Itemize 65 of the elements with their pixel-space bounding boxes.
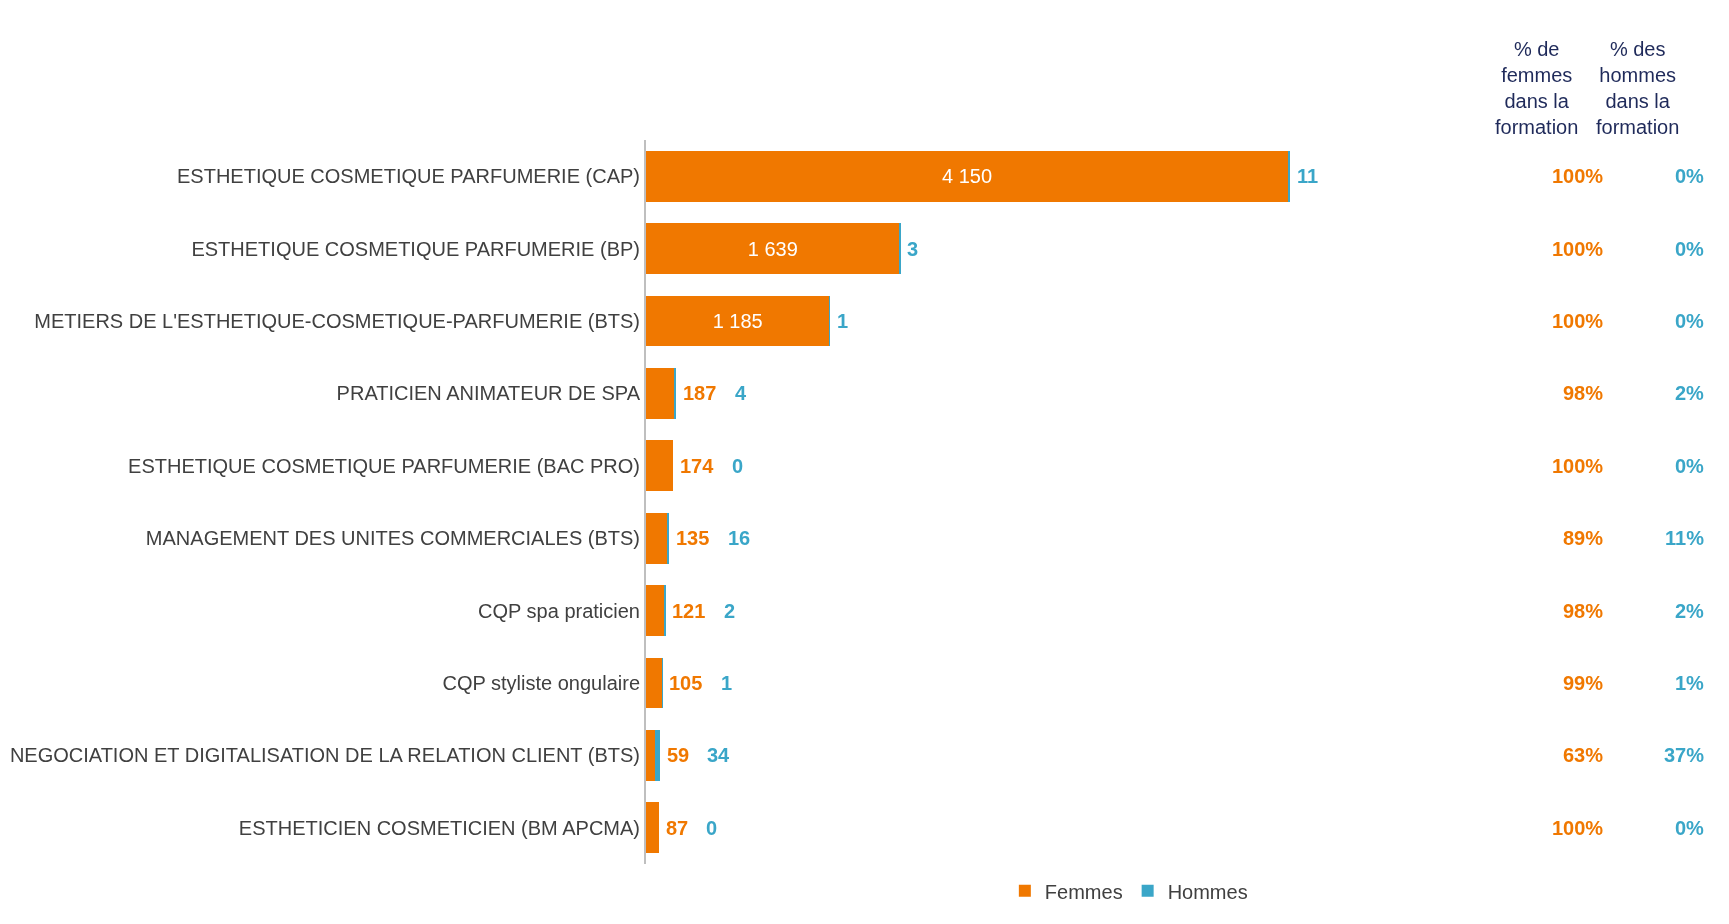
data-label: 105 [669,672,703,694]
legend-label: Hommes [1167,880,1248,903]
y-tick-label: CQP spa praticien [478,599,640,622]
y-tick-label: ESTHETIQUE COSMETIQUE PARFUMERIE (CAP) [177,165,640,188]
text: 100% [1552,455,1604,477]
bar [646,585,665,636]
data-label: 187 [683,382,717,404]
text: % de femmes dans la formation [1495,38,1579,138]
text: 0% [1675,310,1705,332]
text: 11% [1665,527,1705,549]
text: 0% [1675,817,1705,839]
data-label: 4 150 [942,165,993,188]
data-label: 0 [732,455,744,477]
legend-label: Femmes [1044,880,1123,903]
data-label: 174 [680,455,715,477]
text: 99% [1563,672,1604,694]
text: % des hommes dans la formation [1596,38,1680,138]
text: 0% [1675,455,1705,477]
y-tick-label: NEGOCIATION ET DIGITALISATION DE LA RELATION CLIENT (BTS) [9,744,640,767]
bar [655,730,661,781]
data-label: 87 [666,817,689,839]
text: 100% [1552,310,1604,332]
data-label: 0 [706,817,718,839]
bar [646,657,663,709]
data-label: 4 [735,382,747,404]
data-label: 34 [707,744,731,766]
y-tick-label: ESTHETIQUE COSMETIQUE PARFUMERIE (BP) [191,237,640,260]
data-label: 3 [907,238,919,260]
bar [646,368,675,419]
data-label: 1 639 [747,237,798,260]
text: 2% [1675,600,1705,622]
y-tick-label: MANAGEMENT DES UNITES COMMERCIALES (BTS) [145,527,640,550]
text: 63% [1563,744,1604,766]
y-tick-label: METIERS DE L'ESTHETIQUE-COSMETIQUE-PARFUMERIE (BTS) [34,310,640,332]
data-label: 59 [667,744,690,766]
text: 100% [1552,817,1604,839]
text: 89% [1563,527,1604,549]
data-label: 1 [721,672,733,694]
data-label: 135 [676,527,710,549]
data-label: 2 [724,600,736,622]
data-label: 1 [837,310,849,332]
text: 0% [1675,238,1705,260]
bar [646,802,660,854]
y-tick-label: ESTHETICIEN COSMETICIEN (BM APCMA) [238,816,640,839]
text: 100% [1552,238,1604,260]
bar [646,295,830,347]
text: 2% [1675,382,1705,404]
data-label: 121 [672,600,706,622]
text: 100% [1552,165,1604,187]
data-label: 1 185 [712,310,763,332]
bar [646,440,673,492]
text: 0% [1675,165,1705,187]
text: 1% [1675,672,1705,694]
text: 98% [1563,600,1604,622]
data-label: 11 [1297,165,1319,187]
y-tick-label: ESTHETIQUE COSMETIQUE PARFUMERIE (BAC PRO) [128,454,640,477]
bar [646,512,667,564]
bar [646,223,900,274]
y-tick-label: CQP styliste ongulaire [442,672,640,694]
data-label: 16 [728,527,751,549]
bar [646,150,1289,202]
bar [646,730,656,781]
y-tick-label: PRATICIEN ANIMATEUR DE SPA [336,382,641,405]
text: 98% [1563,382,1604,404]
text: 37% [1664,744,1705,766]
